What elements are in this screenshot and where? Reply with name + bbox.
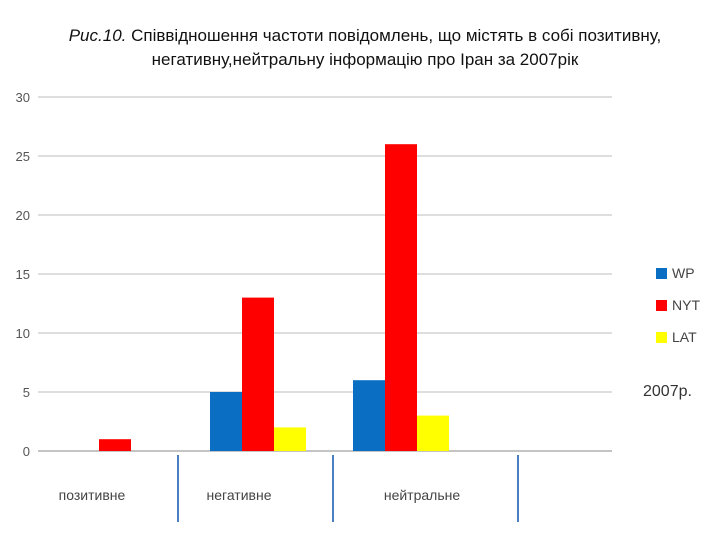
y-tick-label: 30: [16, 90, 30, 105]
y-tick-label: 5: [23, 385, 30, 400]
gridlines: [38, 96, 612, 452]
bar-nyt: [99, 439, 131, 451]
bars: [99, 144, 449, 451]
bar-wp: [210, 392, 242, 451]
y-tick-label: 10: [16, 326, 30, 341]
legend-label-lat: LAT: [672, 329, 697, 345]
legend-swatch-lat: [656, 332, 667, 343]
legend-swatch-nyt: [656, 300, 667, 311]
caption-prefix: Рис.10.: [68, 26, 127, 45]
y-tick-label: 20: [16, 208, 30, 223]
bar-lat: [274, 427, 306, 451]
y-tick-label: 0: [23, 444, 30, 459]
year-annotation: 2007р.: [643, 383, 692, 400]
bar-nyt: [242, 297, 274, 451]
bar-wp: [353, 380, 385, 451]
category-label: нейтральне: [384, 487, 461, 503]
x-axis: [177, 455, 519, 522]
y-tick-label: 15: [16, 267, 30, 282]
legend: WP NYT LAT: [656, 265, 700, 345]
chart-caption: Рис.10. Співвідношення частоти повідомле…: [60, 24, 670, 72]
legend-label-nyt: NYT: [672, 297, 700, 313]
legend-swatch-wp: [656, 268, 667, 279]
legend-label-wp: WP: [672, 265, 695, 281]
category-label: позитивне: [59, 487, 126, 503]
y-tick-label: 25: [16, 149, 30, 164]
y-axis-ticks: 0 5 10 15 20 25 30: [16, 90, 30, 459]
bar-nyt: [385, 144, 417, 451]
bar-lat: [417, 415, 449, 451]
caption-text: Співвідношення частоти повідомлень, що м…: [126, 26, 662, 69]
category-label: негативне: [207, 487, 272, 503]
category-labels: позитивне негативне нейтральне: [59, 487, 461, 503]
